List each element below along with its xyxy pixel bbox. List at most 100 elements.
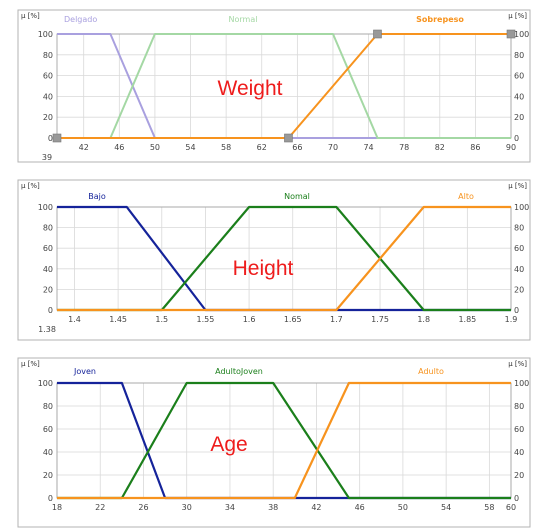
- age-mu-label-left: μ [%]: [21, 360, 40, 368]
- age-xtick: 26: [138, 503, 148, 512]
- age-mu-label-right: μ [%]: [508, 360, 527, 368]
- height-ytick-left: 40: [43, 265, 53, 274]
- age-xtick: 34: [225, 503, 235, 512]
- weight-ytick-left: 0: [48, 134, 53, 143]
- weight-xtick: 90: [506, 143, 516, 152]
- weight-frame: [17, 9, 531, 163]
- age-xtick: 22: [95, 503, 105, 512]
- age-ytick-left: 40: [43, 448, 53, 457]
- age-ytick-right: 0: [514, 494, 519, 503]
- weight-ytick-right: 60: [514, 72, 524, 81]
- height-xtick: 1.9: [505, 315, 518, 324]
- weight-series-label: Sobrepeso: [416, 15, 464, 24]
- weight-ytick-left: 100: [38, 30, 53, 39]
- weight-xtick: 66: [292, 143, 302, 152]
- height-ytick-right: 0: [514, 306, 519, 315]
- weight-ytick-right: 0: [514, 134, 519, 143]
- age-xtick: 54: [441, 503, 451, 512]
- height-xtick: 1.55: [197, 315, 215, 324]
- weight-xtick: 46: [114, 143, 124, 152]
- height-panel: 0 0 20 20 40 40 60 60 80 80 100 100 μ [%] μ [%] 1.38 1.…: [17, 179, 531, 341]
- height-title: Height: [233, 257, 294, 280]
- weight-xtick: 54: [185, 143, 195, 152]
- weight-ytick-left: 60: [43, 72, 53, 81]
- weight-xtick: 78: [399, 143, 409, 152]
- weight-series-sobrepeso: [57, 33, 511, 139]
- weight-title: Weight: [218, 77, 283, 100]
- weight-ytick-right: 100: [514, 30, 529, 39]
- height-ytick-right: 60: [514, 244, 524, 253]
- age-ytick-left: 0: [48, 494, 53, 503]
- age-ytick-right: 80: [514, 402, 524, 411]
- height-series-label: Bajo: [88, 192, 106, 201]
- weight-marker: [506, 29, 516, 39]
- age-series-adulto: [57, 381, 511, 500]
- height-ytick-left: 60: [43, 244, 53, 253]
- weight-ytick-right: 80: [514, 51, 524, 60]
- height-ytick-left: 0: [48, 306, 53, 315]
- height-ytick-left: 20: [43, 285, 53, 294]
- height-xtick: 1.7: [330, 315, 343, 324]
- height-ytick-right: 40: [514, 265, 524, 274]
- age-ytick-right: 20: [514, 471, 524, 480]
- weight-xtick: 62: [257, 143, 267, 152]
- age-title: Age: [210, 433, 247, 456]
- age-series-label: Adulto: [418, 367, 444, 376]
- height-ytick-right: 100: [514, 203, 529, 212]
- age-xtick: 30: [182, 503, 192, 512]
- weight-marker: [284, 133, 293, 143]
- height-ytick-right: 20: [514, 285, 524, 294]
- height-series-label: Alto: [458, 192, 474, 201]
- age-xtick: 50: [398, 503, 408, 512]
- height-mu-label-right: μ [%]: [508, 182, 527, 190]
- height-xtick: 1.45: [109, 315, 127, 324]
- weight-xtick: 39: [42, 153, 52, 162]
- weight-xtick: 42: [79, 143, 89, 152]
- height-ytick-left: 100: [38, 203, 53, 212]
- age-ytick-left: 100: [38, 379, 53, 388]
- height-xtick: 1.65: [284, 315, 302, 324]
- weight-xtick: 82: [435, 143, 445, 152]
- weight-ytick-left: 20: [43, 113, 53, 122]
- weight-ytick-right: 20: [514, 113, 524, 122]
- weight-series-label: Normal: [229, 15, 258, 24]
- age-ytick-right: 100: [514, 379, 529, 388]
- weight-ytick-left: 40: [43, 92, 53, 101]
- age-ytick-left: 60: [43, 425, 53, 434]
- weight-marker: [373, 29, 382, 39]
- weight-xtick: 70: [328, 143, 338, 152]
- age-series-label: AdultoJoven: [215, 367, 263, 376]
- age-ytick-right: 60: [514, 425, 524, 434]
- weight-ytick-left: 80: [43, 51, 53, 60]
- age-panel: 0 0 20 20 40 40 60 60 80 80 100 100 μ [%] μ [%] 18 22 26…: [17, 357, 531, 528]
- weight-panel: 0 0 20 20 40 40 60 60 80 80 100 100 μ [%] μ [%] 39 42 46…: [17, 9, 531, 163]
- age-xtick: 46: [355, 503, 365, 512]
- age-xtick: 38: [268, 503, 278, 512]
- weight-mu-label-right: μ [%]: [508, 12, 527, 20]
- height-series-alto: [57, 205, 511, 312]
- weight-mu-label-left: μ [%]: [21, 12, 40, 20]
- height-ytick-right: 80: [514, 224, 524, 233]
- weight-xtick: 74: [363, 143, 373, 152]
- age-ytick-left: 20: [43, 471, 53, 480]
- age-xtick: 18: [52, 503, 62, 512]
- height-xtick: 1.38: [38, 325, 56, 334]
- height-series-label: Nomal: [284, 192, 310, 201]
- height-xtick: 1.75: [371, 315, 389, 324]
- height-xtick: 1.6: [243, 315, 256, 324]
- height-xtick: 1.85: [458, 315, 476, 324]
- weight-series-label: Delgado: [64, 15, 97, 24]
- height-mu-label-left: μ [%]: [21, 182, 40, 190]
- height-ytick-left: 80: [43, 224, 53, 233]
- age-xtick: 42: [311, 503, 321, 512]
- height-xtick: 1.8: [417, 315, 430, 324]
- weight-xtick: 86: [470, 143, 480, 152]
- height-series-bajo: [57, 205, 511, 312]
- height-xtick: 1.5: [155, 315, 168, 324]
- weight-xtick: 58: [221, 143, 231, 152]
- height-xtick: 1.4: [68, 315, 81, 324]
- age-series-joven: [57, 381, 511, 500]
- weight-marker: [52, 133, 62, 143]
